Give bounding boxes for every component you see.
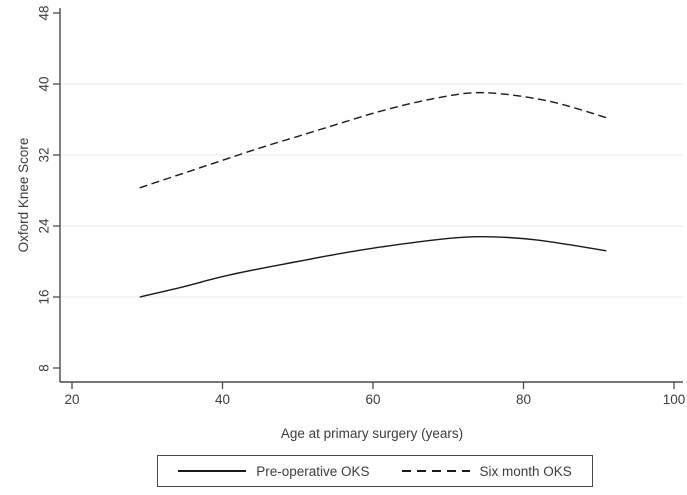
- dashed-line-sample: [401, 470, 470, 472]
- y-tick-label: 24: [37, 218, 52, 234]
- x-axis-title: Age at primary surgery (years): [281, 426, 463, 441]
- x-tick-label: 80: [516, 392, 531, 407]
- y-axis-ticks: 8 16 24 32 40 48: [37, 5, 60, 372]
- x-axis-ticks: 20 40 60 80 100: [64, 382, 685, 407]
- solid-line-sample: [178, 470, 247, 472]
- x-tick-label: 20: [64, 392, 79, 407]
- x-tick-label: 40: [215, 392, 230, 407]
- axes: [59, 8, 683, 383]
- legend-item-preoperative: Pre-operative OKS: [178, 463, 370, 479]
- y-tick-label: 32: [37, 147, 52, 162]
- y-tick-label: 8: [37, 364, 52, 372]
- gridlines: [60, 83, 683, 298]
- six-month-oks-line: [139, 91, 607, 189]
- y-tick-label: 40: [37, 76, 52, 91]
- y-tick-label: 16: [37, 289, 52, 304]
- x-tick-label: 60: [365, 392, 380, 407]
- legend-label-sixmonth: Six month OKS: [479, 463, 572, 479]
- y-axis-title: Oxford Knee Score: [16, 138, 31, 253]
- pre-operative-oks-line: [139, 235, 607, 298]
- legend-item-sixmonth: Six month OKS: [401, 463, 572, 479]
- legend: Pre-operative OKS Six month OKS: [157, 455, 593, 487]
- legend-label-preoperative: Pre-operative OKS: [256, 463, 370, 479]
- series-lines: [139, 91, 607, 298]
- y-tick-label: 48: [37, 5, 52, 20]
- x-tick-label: 100: [663, 392, 686, 407]
